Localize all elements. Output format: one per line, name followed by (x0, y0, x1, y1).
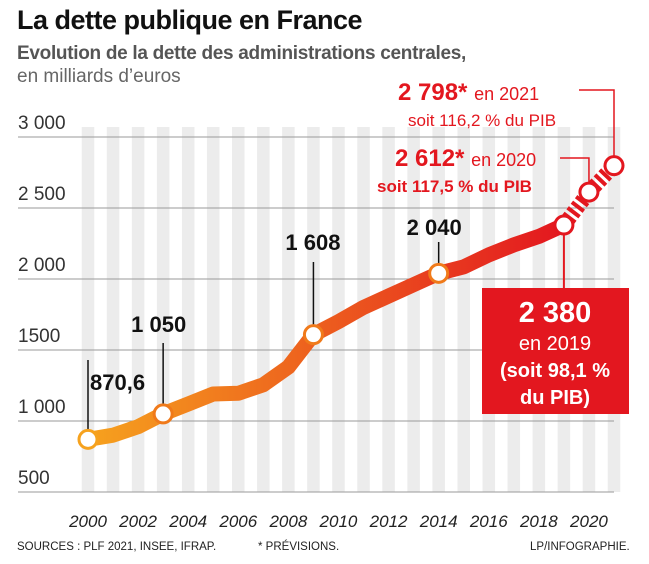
y-tick-label: 1 000 (18, 397, 66, 418)
credit-note: LP/INFOGRAPHIE. (530, 541, 630, 553)
year-stripe (81, 127, 95, 492)
y-tick-label: 1500 (18, 326, 60, 347)
point-marker (578, 181, 600, 203)
year-stripe (257, 127, 270, 492)
year-stripe (206, 127, 220, 492)
box-line: (soit 98,1 % (500, 360, 610, 382)
point-marker (77, 428, 99, 450)
annotation-detail: soit 117,5 % du PIB (377, 177, 532, 196)
x-tick-label: 2010 (319, 512, 358, 531)
box-value: 2 380 (519, 297, 592, 329)
year-stripe (106, 127, 120, 492)
x-tick-label: 2020 (569, 512, 608, 531)
point-markers (77, 155, 625, 450)
year-stripe (156, 127, 170, 492)
point-marker (152, 403, 174, 425)
chart-subtitle: Evolution de la dette des administration… (17, 43, 466, 64)
x-tick-label: 2002 (118, 512, 157, 531)
y-tick-label: 3 000 (18, 113, 66, 134)
x-tick-label: 2006 (218, 512, 257, 531)
data-label: 2 040 (407, 215, 462, 240)
year-stripe (332, 127, 345, 492)
annotation-2020: 2 612* en 2020 (395, 145, 536, 172)
leader-line (560, 157, 590, 193)
point-marker (302, 324, 324, 346)
point-marker (428, 262, 450, 284)
annotation-detail: soit 116,2 % du PIB (408, 111, 556, 130)
debt-line-forecast (557, 160, 620, 230)
box-line: du PIB) (520, 387, 590, 409)
data-label: 1 608 (285, 230, 340, 255)
x-tick-label: 2000 (68, 512, 107, 531)
year-stripe (382, 127, 395, 492)
forecast-note: * PRÉVISIONS. (258, 541, 340, 553)
point-marker (603, 155, 625, 177)
data-label: 1 050 (131, 312, 186, 337)
x-axis-labels: 2000 2002 2004 2006 2008 2010 2012 2014 2016 2018… (68, 512, 608, 531)
data-label: 870,6 (90, 370, 145, 395)
x-tick-label: 2004 (168, 512, 207, 531)
x-tick-label: 2016 (469, 512, 508, 531)
chart-title: La dette publique en France (17, 5, 363, 35)
leader-line (579, 89, 615, 166)
year-stripe (181, 127, 195, 492)
annotation-2021: 2 798* en 2021 (398, 79, 539, 106)
chart-unit: en milliards d’euros (17, 66, 181, 87)
point-marker (553, 214, 575, 236)
year-stripe (131, 127, 145, 492)
y-tick-label: 2 000 (18, 255, 66, 276)
year-stripe (407, 127, 420, 492)
year-stripe (432, 127, 445, 492)
year-stripe (282, 127, 295, 492)
sources-note: SOURCES : PLF 2021, INSEE, IFRAP. (17, 541, 217, 553)
y-tick-label: 500 (18, 468, 50, 489)
box-line: en 2019 (519, 333, 591, 355)
x-tick-label: 2018 (519, 512, 558, 531)
y-axis-labels: 500 1 000 1500 2 000 2 500 3 000 (18, 113, 66, 489)
x-tick-label: 2012 (369, 512, 408, 531)
x-tick-label: 2008 (268, 512, 307, 531)
y-tick-label: 2 500 (18, 184, 66, 205)
highlight-box-2019 (482, 288, 629, 414)
x-tick-label: 2014 (419, 512, 458, 531)
year-stripe (232, 127, 245, 492)
year-stripe (457, 127, 470, 492)
annotations: 870,6 1 050 1 608 2 040 2 380 en 2019 (soit 98… (87, 79, 629, 440)
